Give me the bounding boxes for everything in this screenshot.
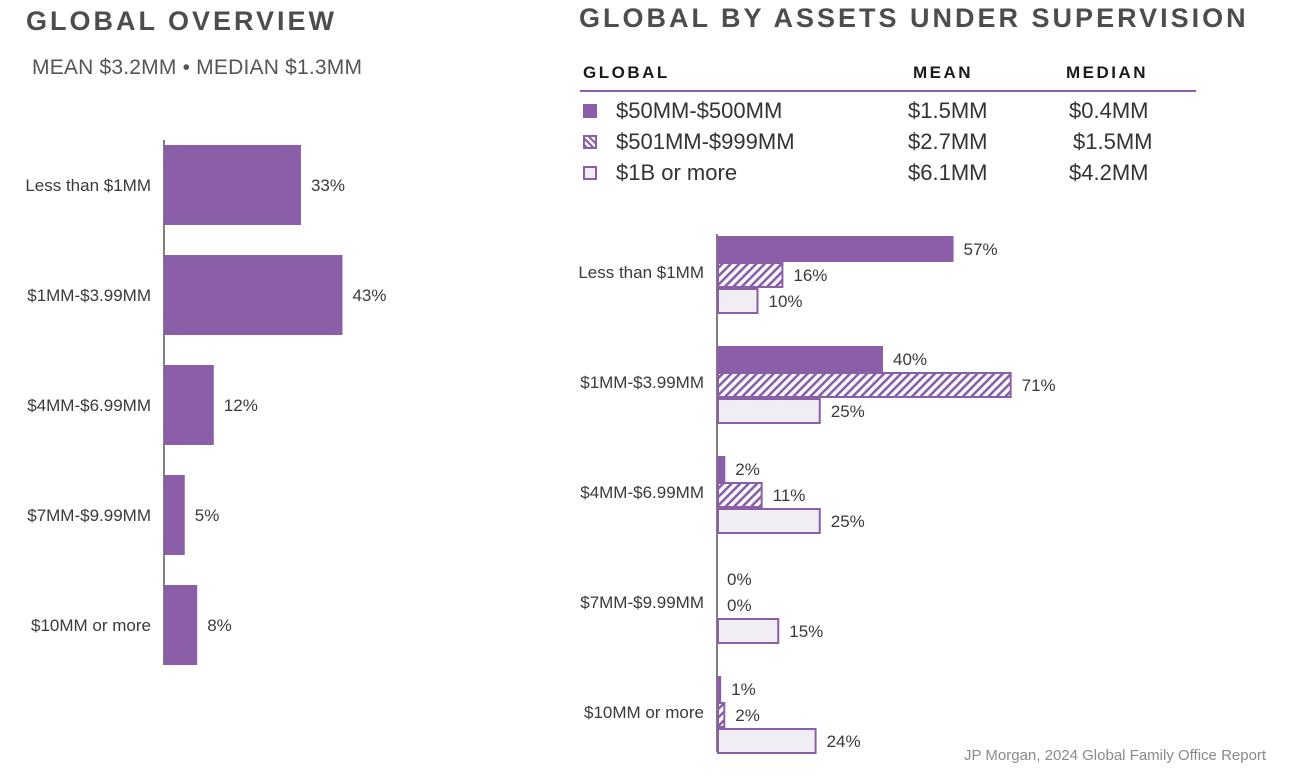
legend-mean: $6.1MM <box>908 160 988 185</box>
legend-swatch-hatched <box>583 135 597 149</box>
bar <box>717 728 817 754</box>
legend-mean: $2.7MM <box>908 129 988 154</box>
bar <box>717 262 784 288</box>
bar <box>717 508 821 534</box>
legend-label: $1B or more <box>616 160 738 185</box>
bar <box>717 236 954 262</box>
data-label: 57% <box>964 240 998 259</box>
category-label: $7MM-$9.99MM <box>580 593 704 612</box>
data-label: 16% <box>793 266 827 285</box>
left-chart-title: GLOBAL OVERVIEW <box>26 6 338 36</box>
legend-table-header: GLOBAL MEAN MEDIAN <box>580 58 1196 92</box>
category-label: $7MM-$9.99MM <box>27 506 151 525</box>
data-label: 25% <box>831 402 865 421</box>
data-label: 12% <box>224 396 258 415</box>
legend-swatch-light <box>583 166 597 180</box>
category-label: $10MM or more <box>584 703 704 722</box>
bar <box>717 346 883 372</box>
legend-swatch-solid <box>583 104 597 118</box>
bar <box>717 398 821 424</box>
right-chart-title: GLOBAL BY ASSETS UNDER SUPERVISION <box>579 3 1249 33</box>
category-label: $4MM-$6.99MM <box>580 483 704 502</box>
bar <box>717 372 1012 398</box>
data-label: 40% <box>893 350 927 369</box>
header-mean: MEAN <box>913 63 974 82</box>
category-label: $10MM or more <box>31 616 151 635</box>
data-label: 11% <box>773 486 806 505</box>
legend-label: $50MM-$500MM <box>616 98 783 123</box>
data-label: 24% <box>827 732 861 751</box>
data-label: 8% <box>207 616 232 635</box>
data-label: 10% <box>769 292 803 311</box>
left-chart-subtitle: MEAN $3.2MM • MEDIAN $1.3MM <box>32 56 363 79</box>
data-label: 2% <box>735 460 760 479</box>
overview-bar-chart: Less than $1MM 33% $1MM-$3.99MM 43% $4MM-$6.… <box>25 140 386 665</box>
legend-row: $1B or more $6.1MM $4.2MM <box>580 154 1196 185</box>
legend-row: $501MM-$999MM $2.7MM $1.5MM <box>580 123 1196 154</box>
category-label: $4MM-$6.99MM <box>27 396 151 415</box>
bar <box>717 456 726 482</box>
bar <box>164 585 198 665</box>
bar <box>164 255 343 335</box>
data-label: 2% <box>735 706 760 725</box>
category-label: $1MM-$3.99MM <box>580 373 704 392</box>
legend-label: $501MM-$999MM <box>616 129 795 154</box>
data-label: 1% <box>731 680 756 699</box>
legend-row: $50MM-$500MM $1.5MM $0.4MM <box>580 92 1196 123</box>
header-global: GLOBAL <box>583 63 670 82</box>
legend-median: $0.4MM <box>1069 98 1149 123</box>
source-note: JP Morgan, 2024 Global Family Office Rep… <box>964 747 1267 764</box>
data-label: 15% <box>789 622 823 641</box>
category-label: Less than $1MM <box>578 263 704 282</box>
legend-median: $4.2MM <box>1069 160 1149 185</box>
aum-grouped-bar-chart: 57% 16% 10% Less than $1MM 40% 71% 25% $1MM-$3.… <box>578 234 1056 754</box>
bar <box>717 288 759 314</box>
legend-median: $1.5MM <box>1073 129 1153 154</box>
data-label: 0% <box>727 596 752 615</box>
data-label: 33% <box>311 176 345 195</box>
category-label: Less than $1MM <box>25 176 151 195</box>
data-label: 43% <box>352 286 386 305</box>
bar <box>164 475 185 555</box>
legend-table: GLOBAL MEAN MEDIAN $50MM-$500MM $1.5MM $… <box>580 58 1196 185</box>
bar <box>164 365 214 445</box>
bar <box>717 618 780 644</box>
bar <box>717 676 722 702</box>
data-label: 5% <box>195 506 220 525</box>
data-label: 0% <box>727 570 752 589</box>
category-label: $1MM-$3.99MM <box>27 286 151 305</box>
data-label: 25% <box>831 512 865 531</box>
data-label: 71% <box>1022 376 1056 395</box>
bar <box>717 702 726 728</box>
bar <box>164 145 301 225</box>
bar <box>717 482 763 508</box>
legend-mean: $1.5MM <box>908 98 988 123</box>
header-median: MEDIAN <box>1066 63 1149 82</box>
